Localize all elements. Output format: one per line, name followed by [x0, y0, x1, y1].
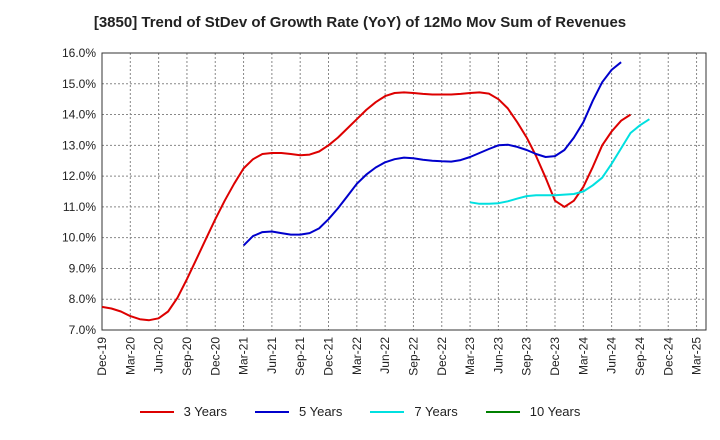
- x-axis-tick-labels: Dec-19 Mar-20 Jun-20 Sep-20 Dec-20 Mar-21 Jun-…: [95, 337, 704, 376]
- legend-label-3-years: 3 Years: [183, 404, 227, 419]
- legend-item-5-years: 5 Years: [255, 404, 342, 419]
- legend-item-10-years: 10 Years: [485, 404, 581, 419]
- x-tick-label: Dec-22: [435, 337, 449, 376]
- x-tick-label: Mar-22: [350, 337, 364, 375]
- x-tick-label: Dec-20: [208, 337, 222, 376]
- legend-item-3-years: 3 Years: [139, 404, 227, 419]
- x-tick-label: Jun-22: [378, 337, 392, 374]
- x-tick-label: Mar-21: [237, 337, 251, 375]
- plot-border: [101, 52, 707, 331]
- series-line-5-years: [242, 61, 622, 247]
- x-tick-label: Jun-23: [491, 337, 505, 374]
- x-tick-label: Sep-22: [406, 337, 420, 376]
- x-tick-label: Mar-24: [576, 337, 590, 375]
- grid-lines: [101, 52, 706, 331]
- series-line-3-years: [101, 91, 632, 322]
- y-tick-label: 10.0%: [62, 231, 96, 245]
- x-tick-label: Mar-25: [690, 337, 704, 375]
- x-tick-label: Sep-21: [293, 337, 307, 376]
- chart-title: [3850] Trend of StDev of Growth Rate (Yo…: [93, 14, 627, 31]
- y-tick-label: 8.0%: [69, 292, 97, 306]
- legend-label-10-years: 10 Years: [529, 404, 581, 419]
- x-tick-label: Jun-24: [605, 337, 619, 374]
- y-tick-label: 12.0%: [62, 169, 96, 183]
- y-tick-label: 11.0%: [63, 200, 96, 214]
- x-tick-label: Jun-21: [265, 337, 279, 374]
- x-tick-label: Mar-23: [463, 337, 477, 375]
- legend-item-7-years: 7 Years: [370, 404, 458, 419]
- series-line-7-years: [469, 118, 650, 205]
- legend-swatch-5-years: [255, 410, 289, 413]
- x-tick-label: Sep-23: [520, 337, 534, 376]
- y-tick-label: 13.0%: [62, 138, 96, 152]
- legend: 3 Years 5 Years 7 Years 10 Years: [0, 404, 720, 419]
- x-tick-label: Dec-21: [322, 337, 336, 376]
- x-tick-label: Mar-20: [123, 337, 137, 375]
- legend-swatch-7-years: [370, 410, 405, 413]
- x-tick-label: Dec-19: [95, 337, 109, 376]
- legend-swatch-10-years: [485, 410, 520, 413]
- x-tick-label: Sep-20: [180, 337, 194, 376]
- x-tick-label: Sep-24: [633, 337, 647, 376]
- y-tick-label: 15.0%: [62, 77, 96, 91]
- x-tick-label: Dec-24: [661, 337, 675, 376]
- plot-area: [101, 52, 707, 331]
- y-tick-label: 16.0%: [62, 46, 96, 60]
- legend-swatch-3-years: [139, 410, 174, 413]
- y-tick-label: 9.0%: [69, 261, 97, 275]
- x-tick-label: Dec-23: [548, 337, 562, 376]
- legend-label-5-years: 5 Years: [299, 404, 343, 419]
- x-tick-label: Jun-20: [152, 337, 166, 374]
- y-tick-label: 14.0%: [62, 108, 96, 122]
- series-lines: [101, 61, 650, 322]
- y-tick-label: 7.0%: [69, 323, 97, 337]
- legend-label-7-years: 7 Years: [414, 404, 458, 419]
- y-axis-tick-labels: 7.0% 8.0% 9.0% 10.0% 11.0% 12.0% 13.0% 14.0% 15.…: [62, 46, 96, 337]
